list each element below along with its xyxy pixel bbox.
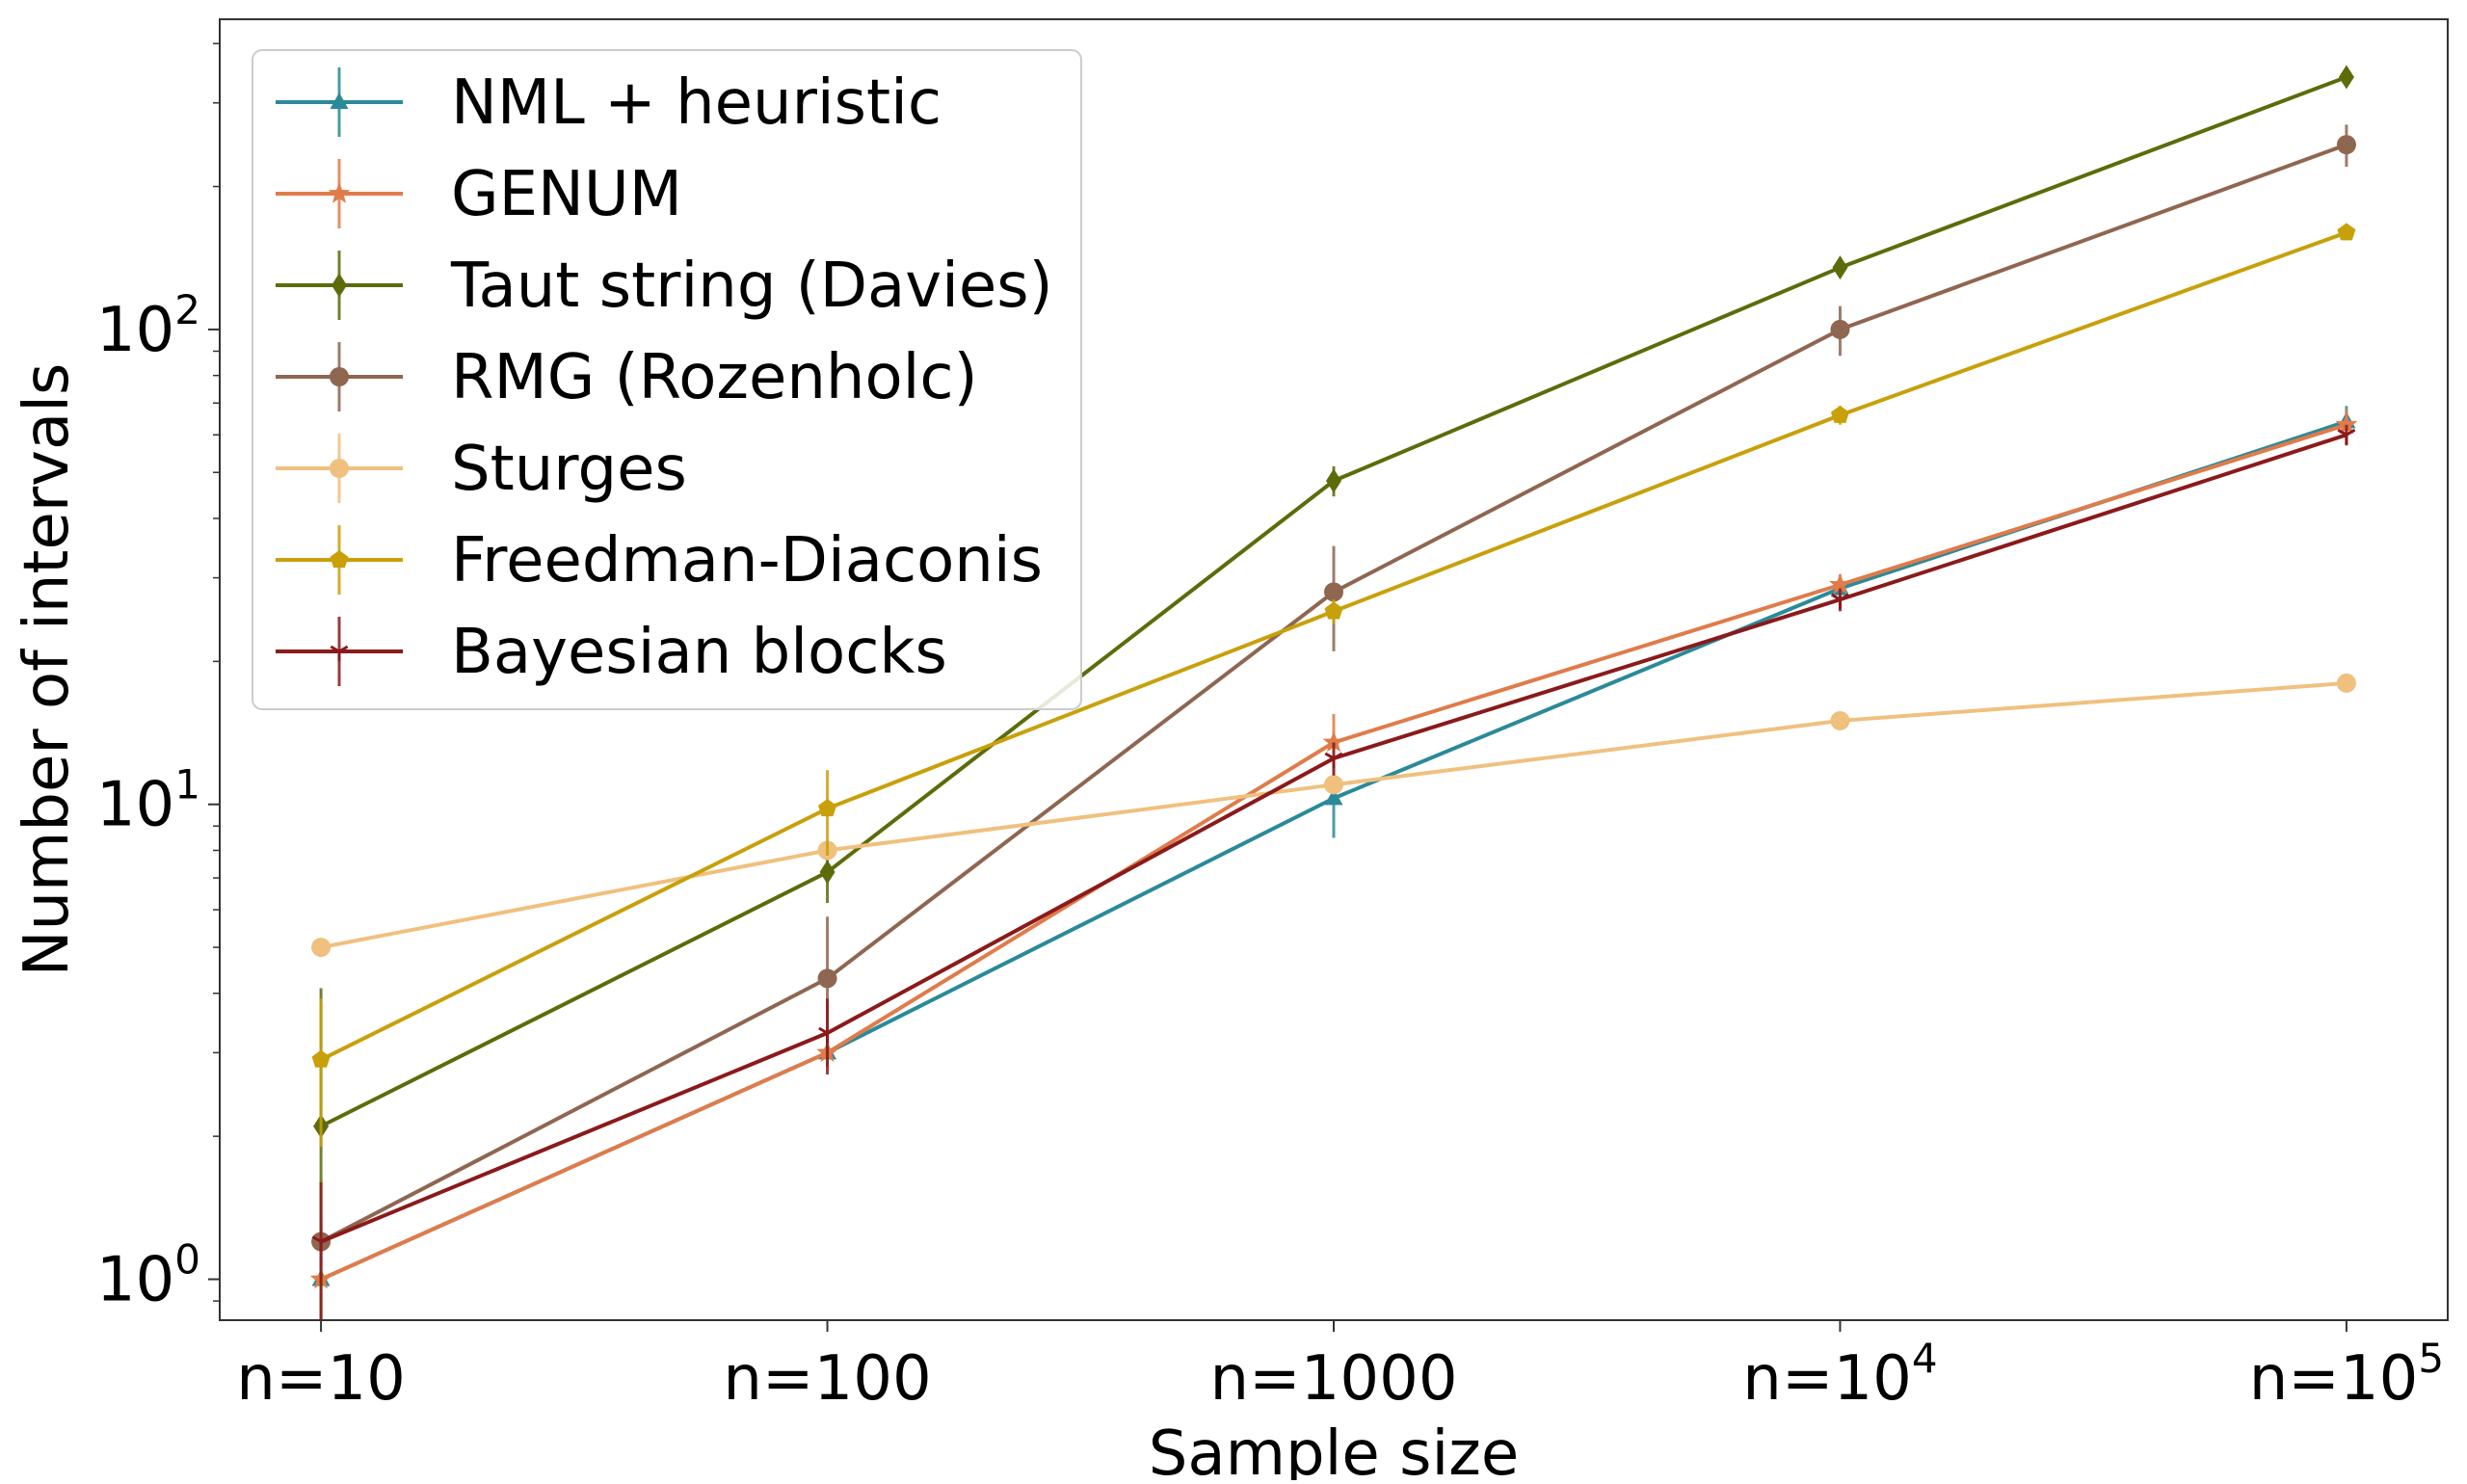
data-point (1324, 601, 1343, 620)
series-group (311, 673, 2356, 958)
data-point (311, 1049, 331, 1068)
data-point (1324, 788, 1343, 806)
legend-marker (332, 273, 347, 298)
data-point (2337, 428, 2356, 445)
legend-marker (330, 93, 349, 109)
data-point (1831, 593, 1849, 610)
series-group (311, 424, 2356, 1320)
data-point (1324, 775, 1343, 795)
data-point (1829, 572, 1851, 595)
x-axis-title: Sample size (1149, 1418, 1519, 1480)
data-point (818, 1026, 836, 1043)
legend-item: Sturges (276, 434, 687, 505)
legend-label: Bayesian blocks (451, 617, 947, 688)
legend-label: Freedman-Diaconis (451, 525, 1043, 596)
x-tick-label: n=10 (236, 1343, 406, 1415)
legend-item: Freedman-Diaconis (276, 525, 1043, 596)
legend-item: Bayesian blocks (276, 617, 947, 688)
data-point (1326, 468, 1341, 493)
data-point (819, 860, 836, 885)
data-point (818, 799, 837, 817)
legend-item: Taut string (Davies) (276, 251, 1053, 322)
data-point (1832, 255, 1848, 280)
data-point (1830, 405, 1849, 423)
data-point (1324, 752, 1343, 768)
data-point (1830, 319, 1850, 339)
legend-marker (330, 645, 349, 661)
data-point (817, 968, 837, 989)
legend-frame (252, 49, 1082, 710)
legend-item: RMG (Rozenholc) (276, 342, 978, 413)
data-point (1322, 730, 1345, 753)
data-point (311, 938, 332, 958)
legend-label: NML + heuristic (451, 67, 942, 139)
legend-item: NML + heuristic (276, 67, 942, 139)
legend-marker (330, 459, 349, 478)
legend-label: RMG (Rozenholc) (451, 342, 978, 413)
series-group (313, 65, 2354, 1320)
data-point (2337, 223, 2356, 241)
data-point (1324, 582, 1343, 602)
data-point (2336, 135, 2356, 155)
data-point (2336, 673, 2356, 693)
legend-label: Taut string (Davies) (450, 251, 1053, 322)
data-point (311, 1235, 331, 1252)
x-tick-label: n=100 (723, 1343, 931, 1415)
data-point (2335, 412, 2358, 435)
data-point (2338, 65, 2354, 90)
data-point (1830, 710, 1850, 730)
x-tick-label: n=105 (2249, 1335, 2444, 1415)
x-tick-label: n=1000 (1209, 1343, 1457, 1415)
legend-label: GENUM (451, 159, 682, 230)
y-tick-label: 100 (96, 1236, 200, 1316)
legend-label: Sturges (451, 434, 687, 505)
legend-marker (328, 182, 351, 203)
legend-marker (330, 550, 349, 569)
series-layer (309, 65, 2358, 1320)
legend: NML + heuristic GENUM Taut string (Davies)… (252, 49, 1082, 710)
x-tick-label: n=104 (1742, 1335, 1937, 1415)
series-group (311, 223, 2356, 1148)
legend-item: GENUM (276, 159, 682, 230)
y-axis-title: Number of intervals (12, 363, 83, 977)
legend-marker (330, 367, 349, 386)
